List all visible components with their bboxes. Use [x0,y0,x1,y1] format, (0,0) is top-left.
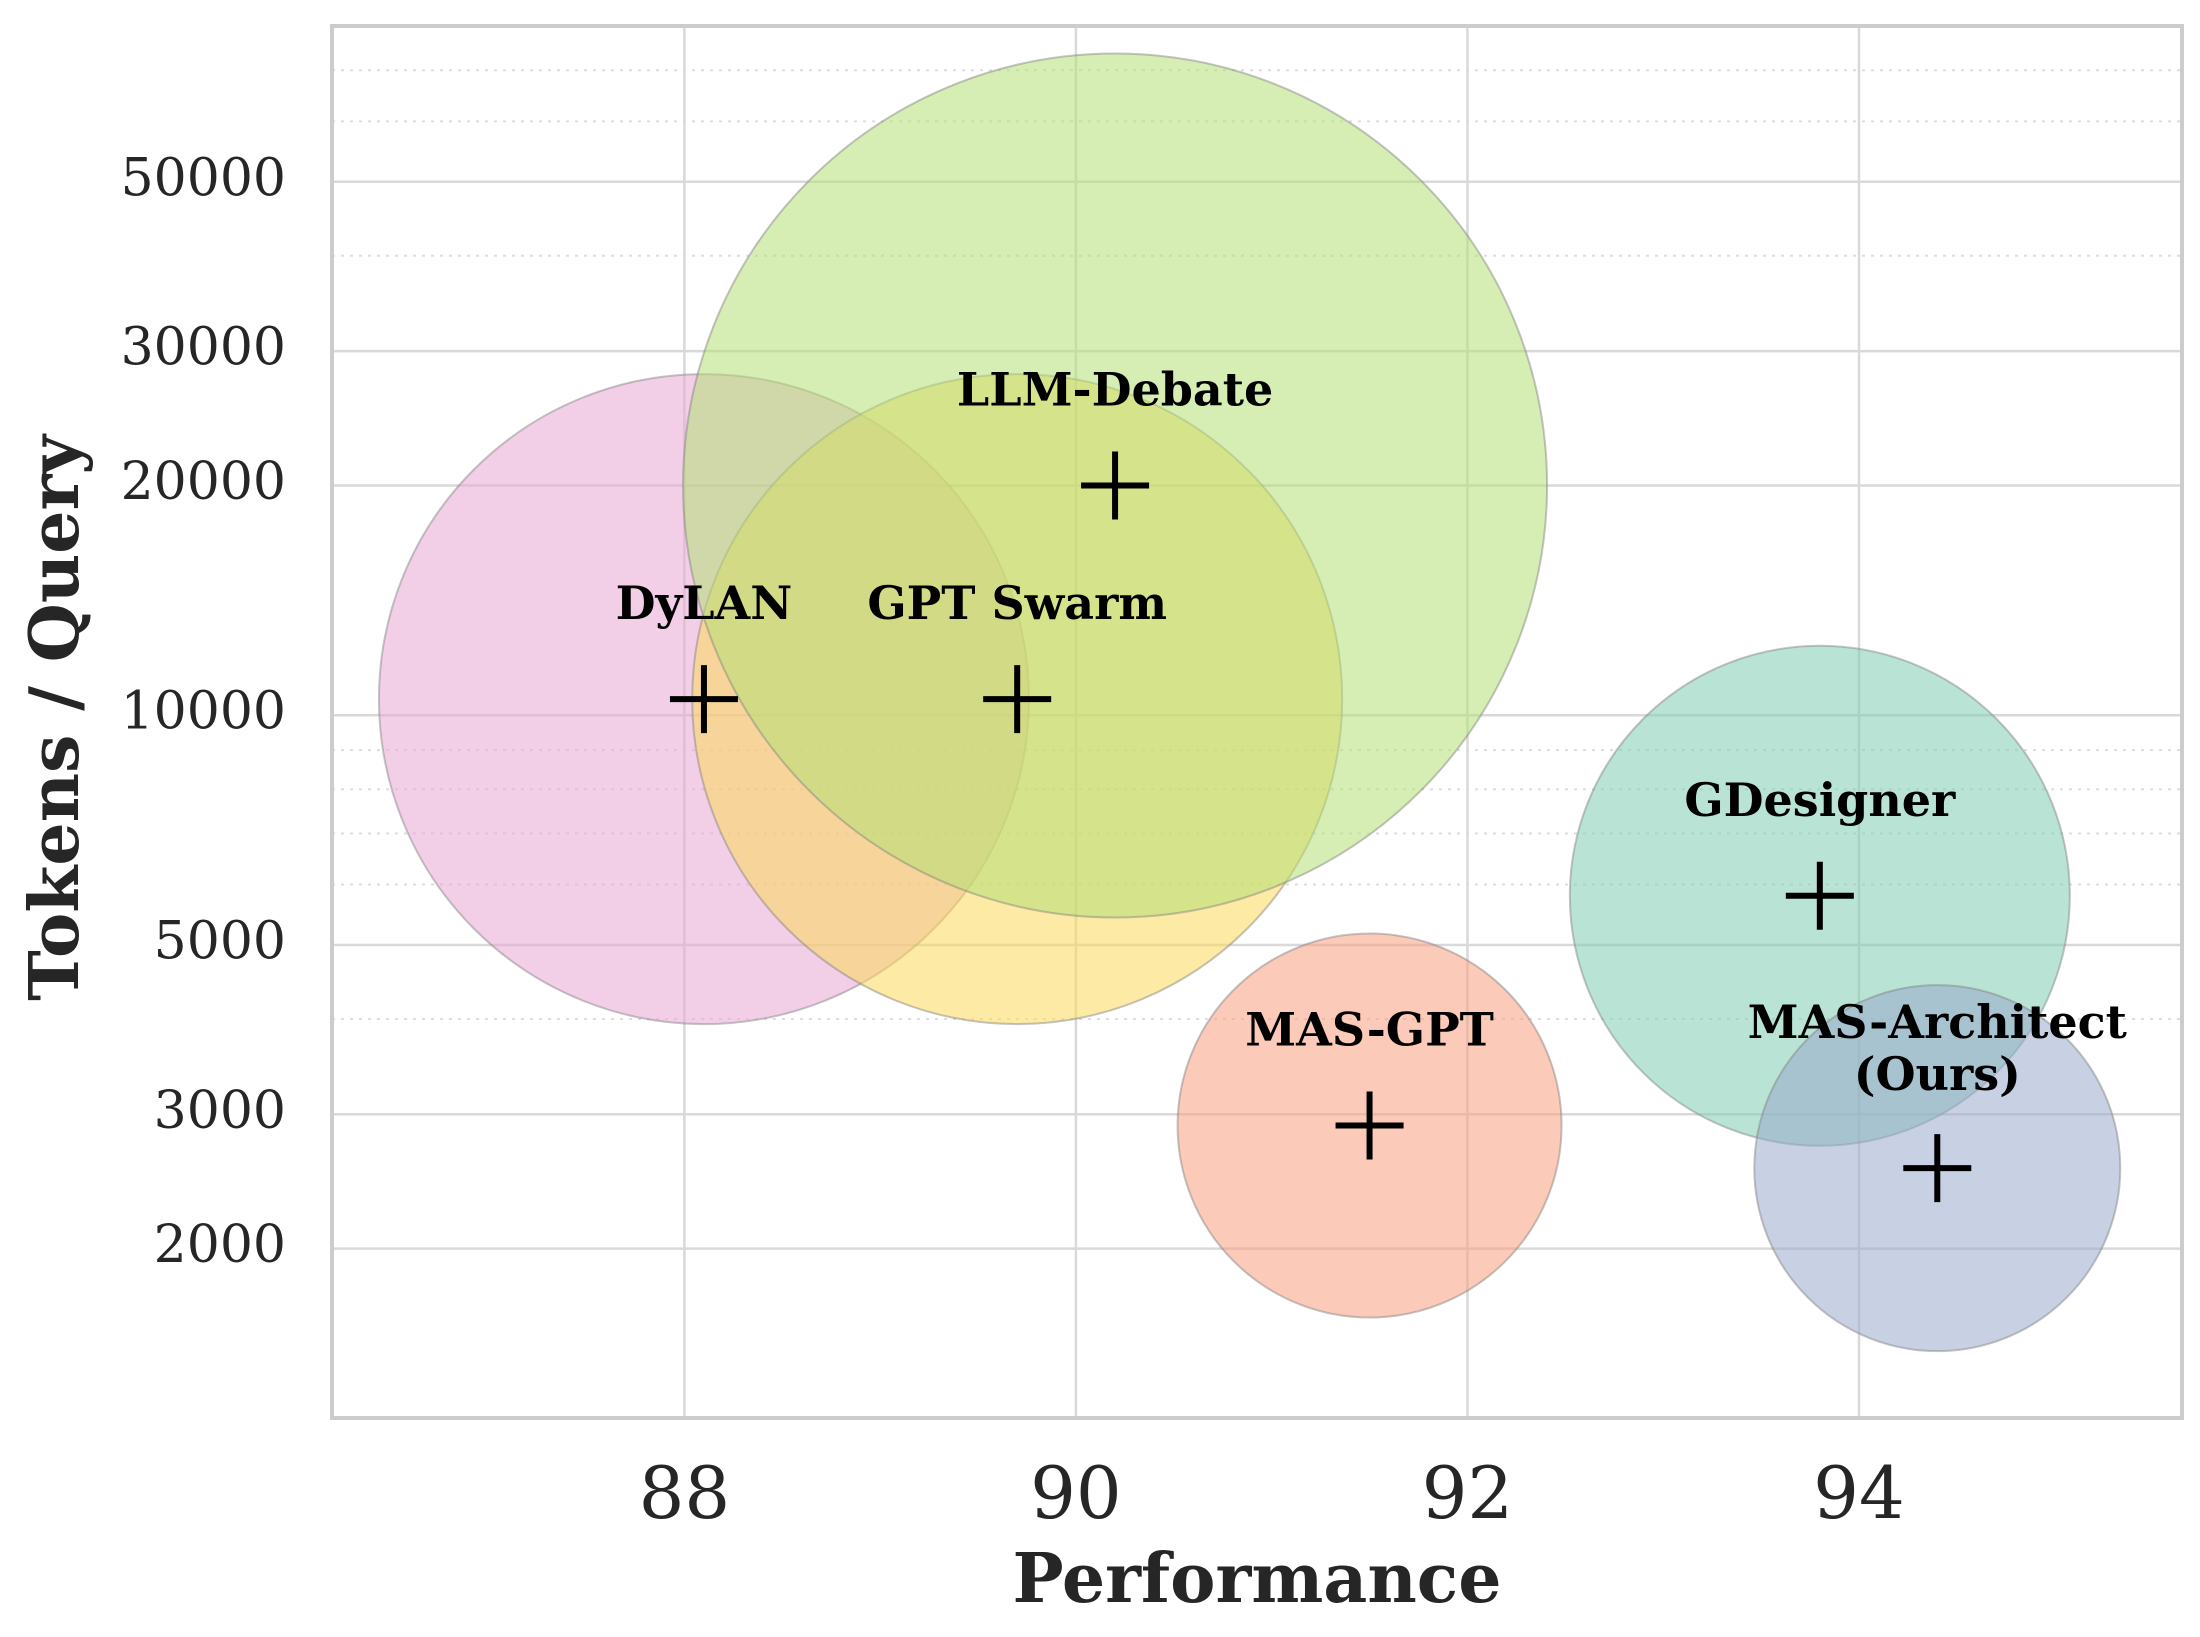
y-tick-labels: 2000 3000 5000 10000 20000 30000 50000 [121,148,286,1275]
point-label-line: MAS-Architect [1748,995,2128,1049]
point-label-line: GDesigner [1684,773,1956,827]
point-label: DyLAN [616,576,793,630]
point-marker [669,665,738,734]
point-marker [1785,861,1854,930]
point-label: MAS-Architect (Ours) [1748,995,2128,1101]
y-tick-label: 10000 [121,682,286,742]
x-tick-labels: 88 90 92 94 [639,1451,1905,1535]
y-tick-label: 20000 [121,452,286,512]
y-tick-label: 5000 [154,911,286,971]
point-label: LLM-Debate [957,362,1273,416]
point-label-line: MAS-GPT [1245,1003,1494,1057]
point-label-line: LLM-Debate [957,362,1273,416]
point-label: GDesigner [1684,773,1956,827]
y-axis-title: Tokens / Query [15,433,95,1001]
y-tick-label: 50000 [121,148,286,208]
point-label: MAS-GPT [1245,1003,1494,1057]
y-tick-label: 3000 [154,1081,286,1141]
plot-frame [330,24,2184,1420]
x-tick-label: 90 [1030,1451,1122,1535]
point-label-line: DyLAN [616,576,793,630]
point-marker [1335,1091,1404,1160]
y-tick-label: 30000 [121,318,286,378]
point-label: GPT Swarm [867,576,1167,630]
x-tick-label: 88 [639,1451,731,1535]
y-tick-label: 2000 [154,1215,286,1275]
markers-layer [669,451,1972,1203]
x-tick-label: 92 [1422,1451,1514,1535]
point-label-line: GPT Swarm [867,576,1167,630]
x-axis-title: Performance [1013,1539,1502,1619]
x-tick-label: 94 [1813,1451,1905,1535]
labels-layer: DyLAN GPT Swarm LLM-Debate MAS-GPT GDesigner… [616,362,2128,1101]
point-marker [1903,1134,1972,1203]
point-marker [1081,451,1150,520]
point-label-line: (Ours) [1854,1047,2021,1101]
point-marker [983,665,1052,734]
